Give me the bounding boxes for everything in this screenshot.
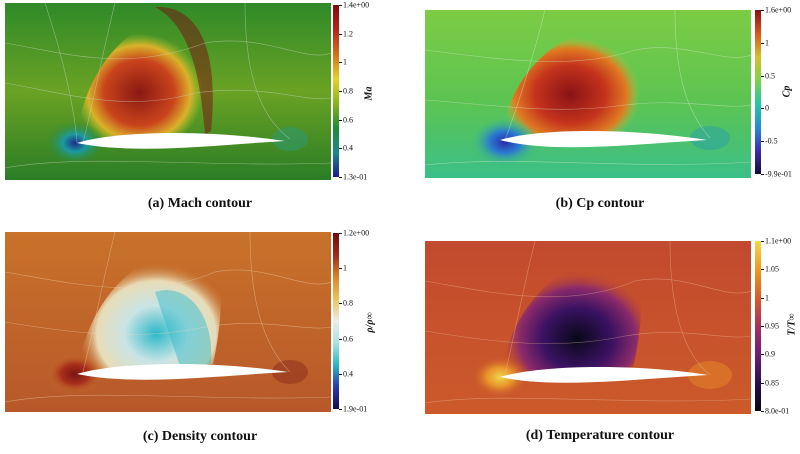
temperature-colorbar-label: T/T∞: [786, 313, 798, 336]
colorbar-tickmark: [339, 33, 342, 35]
colorbar-tick-label: -0.5: [765, 136, 778, 146]
density-contour-plot: [5, 232, 331, 412]
colorbar-tick-label: 1: [343, 57, 347, 67]
colorbar-tick-label: 0.95: [765, 321, 779, 331]
colorbar-tick-label: 1: [765, 38, 769, 48]
airfoil-shape: [500, 131, 707, 148]
colorbar-tick-label: 1.4e+00: [343, 0, 370, 10]
mach-colorbar-label: Ma: [363, 86, 375, 101]
mach-caption: (a) Mach contour: [147, 196, 253, 211]
colorbar-tickmark: [761, 42, 764, 44]
colorbar-tick-label: 0: [765, 103, 769, 113]
colorbar-tickmark: [339, 373, 342, 375]
colorbar-tick-label: 0.4: [343, 143, 353, 153]
colorbar-tickmark: [339, 338, 342, 340]
colorbar-tick-label: 1.6e+00: [765, 5, 792, 15]
colorbar-tick-label: 0.85: [765, 378, 779, 388]
temperature-colorbar: [755, 241, 761, 411]
cp-colorbar: [755, 10, 761, 174]
colorbar-tickmark: [339, 233, 342, 234]
cp-contour-svg: [425, 10, 751, 178]
panel-mach: Ma (a) Mach contour 1.4e+00 1.2 1 0.8 0.6 0.4…: [0, 0, 400, 227]
colorbar-tick-label: 1.1e+00: [765, 236, 792, 246]
colorbar-tick-label: 0.8: [343, 86, 353, 96]
colorbar-tick-label: 0.5: [765, 71, 775, 81]
colorbar-tickmark: [761, 269, 764, 271]
colorbar-tickmark: [761, 108, 764, 110]
density-caption: (c) Density contour: [142, 429, 258, 444]
colorbar-tickmark: [761, 354, 764, 356]
colorbar-tick-label: 0.6: [343, 115, 353, 125]
colorbar-tick-label: 0.8: [343, 298, 353, 308]
colorbar-tickmark: [339, 91, 342, 92]
colorbar-tickmark: [339, 268, 342, 270]
colorbar-tickmark: [761, 241, 764, 242]
mach-contour-plot: [5, 3, 331, 180]
panel-density: ρ/ρ∞ (c) Density contour 1.2e+00 1 0.8 0.6 0…: [0, 227, 400, 454]
density-colorbar-label: ρ/ρ∞: [364, 312, 376, 333]
airfoil-shape: [77, 363, 288, 380]
colorbar-tickmark: [339, 409, 342, 410]
colorbar-tick-label: 1.2e+00: [343, 228, 370, 238]
colorbar-tick-label: 0.4: [343, 369, 353, 379]
panel-cp: Cp (b) Cp contour 1.6e+00 1 0.5 0 -0.5 -9.9e-…: [400, 0, 800, 227]
colorbar-tick-label: 1.3e-01: [343, 172, 368, 182]
colorbar-tickmark: [761, 411, 764, 412]
colorbar-tickmark: [761, 297, 764, 299]
temperature-contour-svg: [425, 241, 751, 414]
density-colorbar: [333, 233, 339, 409]
colorbar-tick-label: 8.0e-01: [765, 406, 790, 416]
airfoil-shape: [77, 132, 285, 149]
cp-contour-plot: [425, 10, 751, 178]
colorbar-tickmark: [761, 75, 764, 77]
mach-colorbar: [333, 5, 339, 177]
colorbar-tickmark: [761, 326, 764, 327]
cp-colorbar-label: Cp: [781, 85, 793, 98]
colorbar-tick-label: 0.9: [765, 349, 775, 359]
colorbar-tickmark: [339, 177, 342, 178]
colorbar-tick-label: 1.05: [765, 264, 779, 274]
temperature-contour-plot: [425, 241, 751, 414]
colorbar-tick-label: 1.2: [343, 29, 353, 39]
colorbar-tickmark: [339, 62, 342, 64]
colorbar-tickmark: [761, 10, 764, 11]
temperature-caption: (d) Temperature contour: [525, 428, 675, 443]
mach-contour-svg: [5, 3, 331, 180]
colorbar-tick-label: 0.6: [343, 334, 353, 344]
colorbar-tick-label: 1: [343, 263, 347, 273]
colorbar-tickmark: [761, 174, 764, 175]
cp-caption: (b) Cp contour: [555, 196, 645, 211]
colorbar-tick-label: 1: [765, 293, 769, 303]
panel-temperature: T/T∞ (d) Temperature contour 1.1e+00 1.05…: [400, 227, 800, 454]
airfoil-shape: [500, 366, 708, 383]
colorbar-tick-label: 1.9e-01: [343, 404, 368, 414]
colorbar-tickmark: [339, 119, 342, 121]
colorbar-tickmark: [761, 382, 764, 384]
colorbar-tickmark: [339, 148, 342, 150]
colorbar-tickmark: [339, 5, 342, 6]
colorbar-tick-label: -9.9e-01: [765, 169, 792, 179]
colorbar-tickmark: [761, 141, 764, 143]
density-contour-svg: [5, 232, 331, 412]
colorbar-tickmark: [339, 303, 342, 305]
